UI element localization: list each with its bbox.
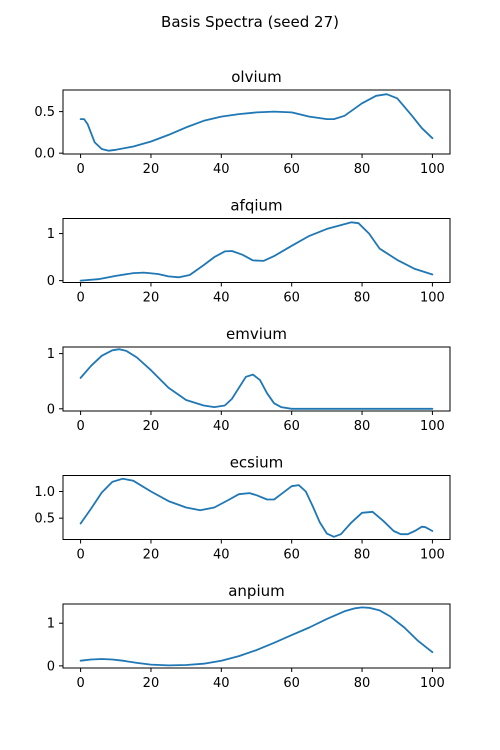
y-tick-label: 0 bbox=[47, 659, 55, 674]
x-tick-label: 60 bbox=[283, 676, 300, 691]
y-tick-label: 0 bbox=[47, 402, 55, 417]
x-tick-label: 40 bbox=[213, 419, 230, 434]
y-tick-label: 0.0 bbox=[34, 147, 55, 162]
axes-frame bbox=[62, 603, 451, 669]
x-tick-label: 80 bbox=[354, 676, 371, 691]
subplot-ecsium: ecsium 0 20 40 60 80 100 0.5 1.0 bbox=[34, 454, 451, 563]
axes-frame bbox=[62, 475, 451, 540]
axes-frame bbox=[62, 89, 451, 155]
series-line bbox=[79, 606, 434, 667]
subplot-afqium: afqium 0 20 40 60 80 100 0 1 bbox=[47, 197, 451, 306]
x-tick-label: 40 bbox=[213, 676, 230, 691]
series-line bbox=[79, 93, 434, 152]
x-tick-label: 60 bbox=[283, 162, 300, 177]
x-tick-label: 100 bbox=[420, 162, 445, 177]
x-tick-label: 80 bbox=[354, 162, 371, 177]
y-tick-label: 1.0 bbox=[34, 485, 55, 500]
subplot-anpium: anpium 0 20 40 60 80 100 0 1 bbox=[47, 582, 451, 691]
series-line bbox=[79, 221, 434, 282]
x-tick-label: 0 bbox=[76, 548, 84, 563]
x-tick-label: 0 bbox=[76, 162, 84, 177]
subplot-title: olvium bbox=[231, 68, 282, 86]
series-line bbox=[79, 477, 434, 538]
x-tick-label: 0 bbox=[76, 291, 84, 306]
y-tick-label: 1 bbox=[47, 617, 55, 632]
x-tick-label: 80 bbox=[354, 291, 371, 306]
x-tick-label: 100 bbox=[420, 676, 445, 691]
subplot-title: afqium bbox=[230, 197, 282, 215]
y-tick-label: 0.5 bbox=[34, 105, 55, 120]
axes-frame bbox=[62, 218, 451, 283]
x-tick-label: 20 bbox=[143, 676, 160, 691]
x-tick-label: 100 bbox=[420, 419, 445, 434]
x-tick-label: 100 bbox=[420, 291, 445, 306]
x-tick-label: 40 bbox=[213, 162, 230, 177]
x-tick-label: 40 bbox=[213, 548, 230, 563]
axes-frame bbox=[62, 346, 451, 412]
x-tick-label: 20 bbox=[143, 419, 160, 434]
x-tick-label: 0 bbox=[76, 676, 84, 691]
x-tick-label: 80 bbox=[354, 419, 371, 434]
subplot-title: anpium bbox=[228, 582, 285, 600]
y-tick-label: 0.5 bbox=[34, 512, 55, 527]
x-tick-label: 60 bbox=[283, 291, 300, 306]
y-tick-label: 1 bbox=[47, 227, 55, 242]
x-tick-label: 20 bbox=[143, 291, 160, 306]
x-tick-label: 60 bbox=[283, 548, 300, 563]
x-tick-label: 0 bbox=[76, 419, 84, 434]
figure-title: Basis Spectra (seed 27) bbox=[161, 13, 339, 31]
subplot-title: emvium bbox=[226, 325, 287, 343]
x-tick-label: 20 bbox=[143, 162, 160, 177]
y-tick-label: 1 bbox=[47, 347, 55, 362]
x-tick-label: 80 bbox=[354, 548, 371, 563]
x-tick-label: 100 bbox=[420, 548, 445, 563]
series-line bbox=[79, 348, 434, 410]
subplot-title: ecsium bbox=[230, 454, 284, 472]
subplot-olvium: olvium 0 20 40 60 80 100 0.0 0.5 bbox=[34, 68, 451, 177]
y-tick-label: 0 bbox=[47, 274, 55, 289]
x-tick-label: 60 bbox=[283, 419, 300, 434]
subplot-emvium: emvium 0 20 40 60 80 100 0 1 bbox=[47, 325, 451, 434]
x-tick-label: 20 bbox=[143, 548, 160, 563]
x-tick-label: 40 bbox=[213, 291, 230, 306]
